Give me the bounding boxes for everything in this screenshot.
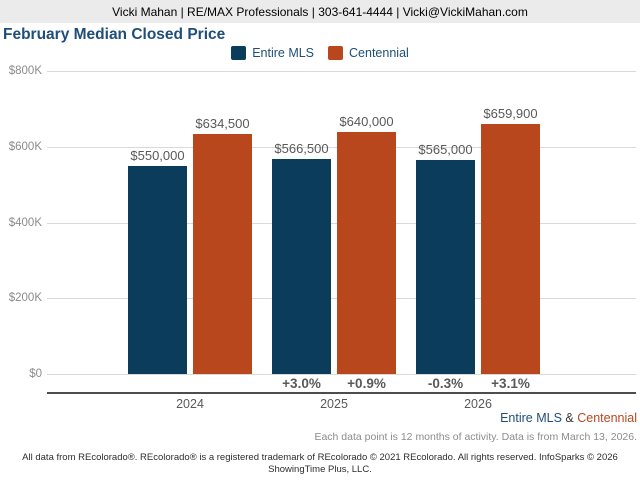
bar-value-label: $659,900 [483,106,538,121]
bar-centennial-2024[interactable] [193,134,252,374]
series-note-ampersand: & [561,411,578,425]
legend-item-entire-mls[interactable]: Entire MLS [231,46,314,60]
y-gridline [47,374,636,375]
bar-value-label: $550,000 [130,148,185,163]
centennial-swatch-icon [328,46,344,60]
copyright-note: All data from REcolorado®. REcolorado® i… [22,452,618,476]
y-gridline [47,71,636,72]
legend-label-entire-mls: Entire MLS [252,46,315,60]
agent-contact-text: Vicki Mahan | RE/MAX Professionals | 303… [112,4,528,19]
x-axis-line [47,392,636,394]
y-axis-tick-label: $800K [8,65,42,77]
x-axis-year-label: 2026 [464,397,492,411]
pct-change-label: +0.9% [347,376,386,391]
bar-value-label: $566,500 [274,141,329,156]
legend-item-centennial[interactable]: Centennial [328,46,409,60]
bar-entire-mls-2025[interactable] [272,159,331,374]
bar-centennial-2025[interactable] [337,132,396,374]
legend-label-centennial: Centennial [349,46,409,60]
pct-change-label: +3.1% [491,376,530,391]
series-note: Entire MLS & Centennial [500,411,637,425]
bar-entire-mls-2024[interactable] [128,166,187,374]
agent-contact-bar: Vicki Mahan | RE/MAX Professionals | 303… [0,0,640,23]
entire-mls-swatch-icon [231,46,247,60]
series-note-centennial: Centennial [577,411,637,425]
chart-title: February Median Closed Price [3,26,226,43]
y-axis-tick-label: $0 [29,368,42,380]
x-axis-year-label: 2024 [176,397,204,411]
pct-change-label: -0.3% [427,376,464,391]
series-note-entire-mls: Entire MLS [500,411,562,425]
chart-legend: Entire MLS Centennial [0,44,640,62]
pct-change-label: +3.0% [282,376,321,391]
bar-value-label: $565,000 [418,142,473,157]
y-axis-tick-label: $400K [8,216,42,229]
data-note: Each data point is 12 months of activity… [314,431,637,443]
bar-entire-mls-2026[interactable] [416,160,475,374]
bar-centennial-2026[interactable] [481,124,540,374]
bar-value-label: $640,000 [339,114,394,129]
y-axis-tick-label: $200K [8,292,42,305]
y-axis-tick-label: $600K [8,140,42,153]
x-axis-year-label: 2025 [320,397,348,411]
bar-value-label: $634,500 [195,116,250,131]
